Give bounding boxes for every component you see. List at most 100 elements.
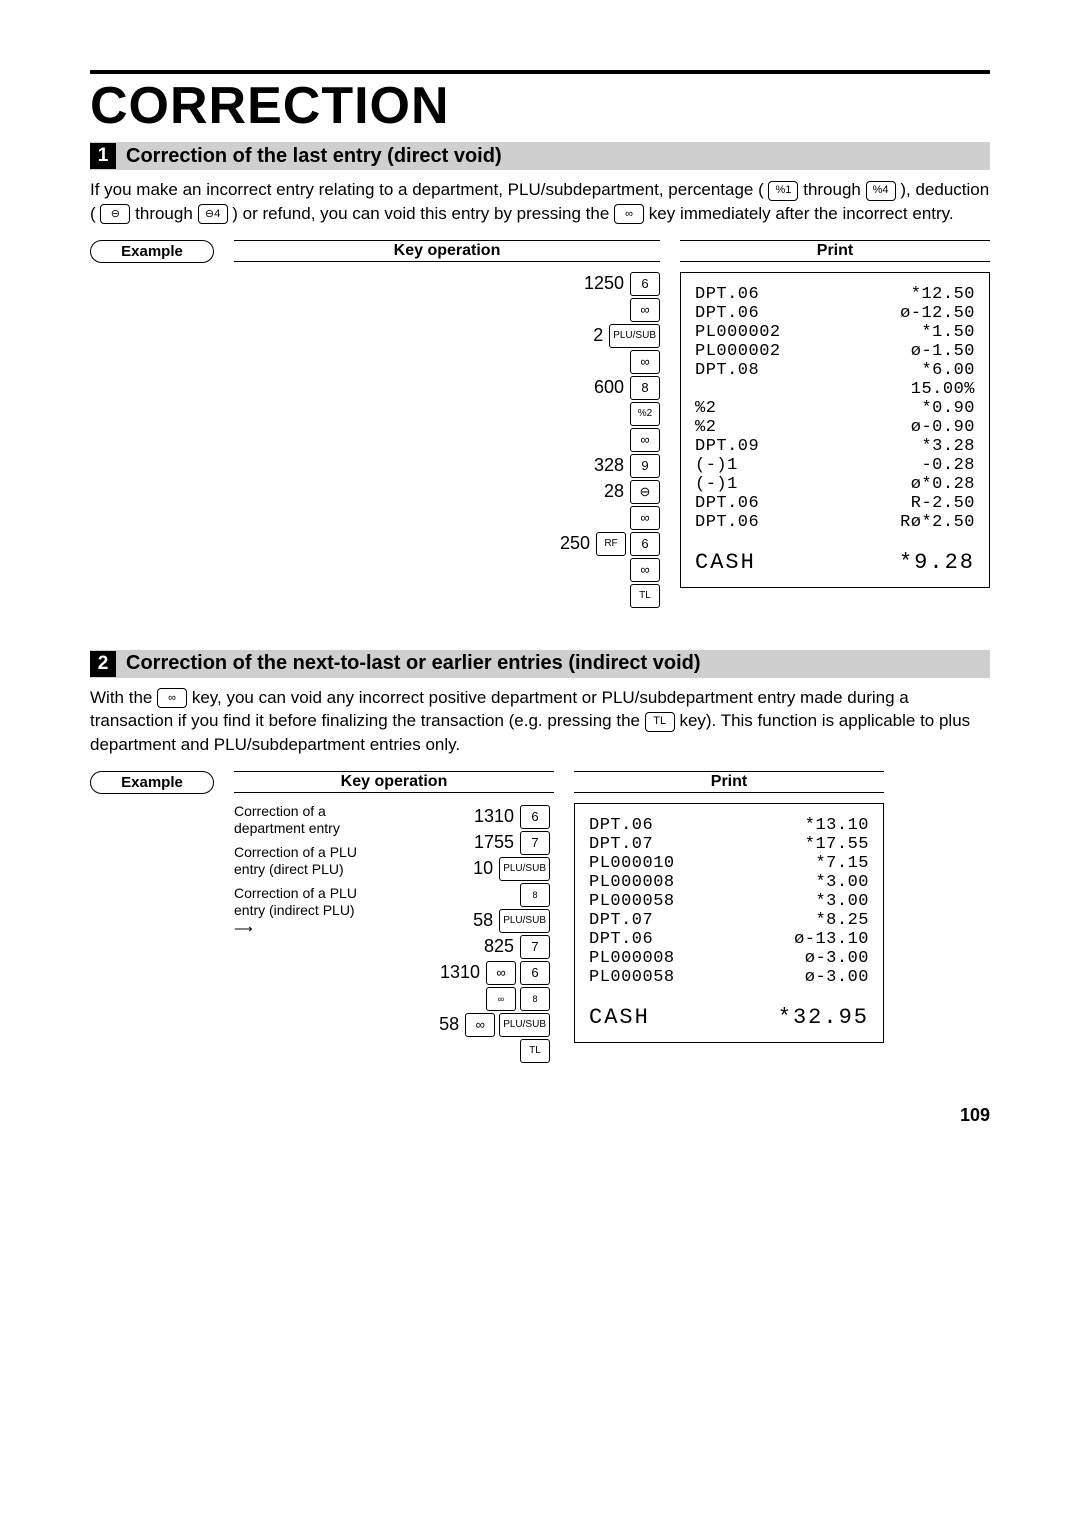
receipt-line: PL000058 *3.00: [589, 892, 869, 911]
receipt-label: PL000002: [695, 323, 781, 342]
total-label: CASH: [695, 550, 756, 575]
receipt-line: DPT.07 *17.55: [589, 835, 869, 854]
receipt-value: R-2.50: [911, 494, 975, 513]
page-title: CORRECTION: [90, 76, 990, 136]
keyop-row: 28 ⊖: [234, 480, 660, 504]
receipt-line: DPT.06ø-13.10: [589, 930, 869, 949]
section1-keyop-col: Key operation 12506∞2PLU/SUB∞6008%2∞3289…: [234, 240, 660, 610]
keyop-row: TL: [234, 584, 660, 608]
text: Correction of a PLU entry (indirect PLU): [234, 885, 357, 919]
section2-receipt: DPT.06*13.10DPT.07*17.55PL000010*7.15PL0…: [574, 803, 884, 1043]
keyop-head: Key operation: [234, 240, 660, 262]
receipt-value: *1.50: [921, 323, 975, 342]
receipt-line: DPT.09*3.28: [695, 437, 975, 456]
receipt-label: DPT.07: [589, 835, 653, 854]
entry-number: 28: [604, 481, 624, 502]
receipt-label: PL000008: [589, 949, 675, 968]
annotations: Correction of a department entry Correct…: [234, 803, 364, 1065]
section2-paragraph: With the ∞ key, you can void any incorre…: [90, 686, 990, 757]
text: ) or refund, you can void this entry by …: [232, 204, 614, 223]
section1-bar: 1 Correction of the last entry (direct v…: [90, 142, 990, 170]
receipt-label: DPT.06: [589, 816, 653, 835]
6-key-icon: 6: [630, 532, 660, 556]
section2-example: Example Key operation Correction of a de…: [90, 771, 990, 1065]
arrow-icon: ⟶: [234, 921, 257, 936]
plusub-key-icon: PLU/SUB: [609, 324, 660, 348]
receipt-label: DPT.06: [695, 304, 759, 323]
keyop-row: ∞: [234, 428, 660, 452]
entry-number: 328: [594, 455, 624, 476]
entry-number: 10: [473, 858, 493, 879]
text: If you make an incorrect entry relating …: [90, 180, 764, 199]
receipt-line: DPT.08*6.00: [695, 361, 975, 380]
example-label: Example: [90, 771, 214, 794]
keyop-row: 6008: [234, 376, 660, 400]
entry-number: 1250: [584, 273, 624, 294]
top-rule: [90, 70, 990, 74]
receipt-label: DPT.07: [589, 911, 653, 930]
receipt-label: PL000058: [589, 968, 675, 987]
receipt-line: %2ø-0.90: [695, 418, 975, 437]
8-key-icon: 8: [630, 376, 660, 400]
receipt-label: PL000058: [589, 892, 675, 911]
receipt-value: *3.00: [815, 892, 869, 911]
8-key-icon: 8: [520, 883, 550, 907]
keyop-row: 1310∞6: [370, 961, 550, 985]
print-head: Print: [574, 771, 884, 793]
keyop-row: ∞: [234, 558, 660, 582]
receipt-value: ø*0.28: [911, 475, 975, 494]
total-value: *9.28: [899, 550, 975, 575]
receipt-line: PL000008ø-3.00: [589, 949, 869, 968]
6-key-icon: 6: [630, 272, 660, 296]
section2-keyop-col: Key operation Correction of a department…: [234, 771, 554, 1065]
void-key-icon: ∞: [630, 506, 660, 530]
receipt-value: *0.90: [921, 399, 975, 418]
receipt-value: *8.25: [815, 911, 869, 930]
void-key-icon: ∞: [630, 350, 660, 374]
-key-icon: ⊖: [630, 480, 660, 504]
receipt-value: *17.55: [805, 835, 869, 854]
print-head: Print: [680, 240, 990, 262]
annot-dept: Correction of a department entry: [234, 803, 364, 838]
receipt-line: PL000010*7.15: [589, 854, 869, 873]
keyop-row: 328 9: [234, 454, 660, 478]
receipt-total: CASH *9.28: [695, 550, 975, 575]
void-key-icon: ∞: [630, 428, 660, 452]
tl-key-icon: TL: [520, 1039, 550, 1063]
keyop-row: 1250 6: [234, 272, 660, 296]
receipt-line: PL000002 *1.50: [695, 323, 975, 342]
receipt-label: PL000010: [589, 854, 675, 873]
plusub-key-icon: PLU/SUB: [499, 909, 550, 933]
receipt-label: (-)1: [695, 475, 738, 494]
receipt-label: DPT.06: [589, 930, 653, 949]
receipt-value: *3.28: [921, 437, 975, 456]
text: key immediately after the incorrect entr…: [649, 204, 954, 223]
keyop-row: 10PLU/SUB: [370, 857, 550, 881]
keyop-row: 8: [370, 883, 550, 907]
pct4-key-icon: %4: [866, 181, 896, 201]
page: CORRECTION 1 Correction of the last entr…: [0, 0, 1080, 1166]
receipt-label: %2: [695, 399, 716, 418]
keyop-row: ∞: [234, 350, 660, 374]
receipt-line: PL000058ø-3.00: [589, 968, 869, 987]
9-key-icon: 9: [630, 454, 660, 478]
entry-number: 1310: [474, 806, 514, 827]
plusub-key-icon: PLU/SUB: [499, 1013, 550, 1037]
keyop-row: 250RF6: [234, 532, 660, 556]
tl-key-icon: TL: [645, 712, 675, 732]
section1-print-col: Print DPT.06*12.50DPT.06ø-12.50PL000002*…: [680, 240, 990, 588]
section1-heading: Correction of the last entry (direct voi…: [126, 145, 502, 168]
section2-heading: Correction of the next-to-last or earlie…: [126, 652, 701, 675]
receipt-label: (-)1: [695, 456, 738, 475]
receipt-line: 15.00%: [695, 380, 975, 399]
minus4-key-icon: ⊖4: [198, 204, 228, 224]
keyop-row: 8257: [370, 935, 550, 959]
rf-key-icon: RF: [596, 532, 626, 556]
minus-key-icon: ⊖: [100, 204, 130, 224]
void-key-icon: ∞: [486, 987, 516, 1011]
annot-direct-plu: Correction of a PLU entry (direct PLU): [234, 844, 364, 879]
receipt-line: DPT.06Rø*2.50: [695, 513, 975, 532]
receipt-value: *6.00: [921, 361, 975, 380]
keyop-row: 2PLU/SUB: [234, 324, 660, 348]
receipt-line: (-)1-0.28: [695, 456, 975, 475]
